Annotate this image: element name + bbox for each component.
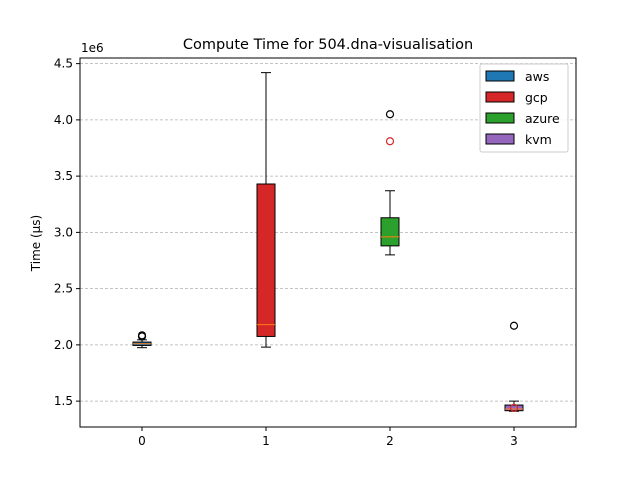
- boxes: [132, 72, 524, 412]
- legend-label-azure: azure: [525, 111, 560, 126]
- box-kvm: [504, 321, 524, 412]
- x-tick-label: 0: [138, 434, 146, 448]
- legend-swatch-aws: [485, 70, 515, 82]
- y-axis-multiplier: 1e6: [81, 41, 104, 55]
- outlier-point: [509, 321, 519, 330]
- legend-swatch-kvm: [485, 133, 515, 145]
- extra-outlier-point: [261, 191, 271, 200]
- box-body: [504, 404, 524, 412]
- chart-title: Compute Time for 504.dna-visualisation: [183, 37, 473, 53]
- legend-swatch-gcp: [485, 91, 515, 103]
- legend-swatch-azure: [485, 112, 515, 124]
- legend-label-gcp: gcp: [525, 90, 548, 105]
- outlier-point: [261, 282, 271, 291]
- legend-label-aws: aws: [525, 69, 549, 84]
- axes: 1.5 2.0 2.5 3.0 3.5 4.0 4.5 0 1 2 3: [54, 57, 577, 448]
- box-gcp: [256, 72, 276, 348]
- y-tick-label: 2.0: [54, 338, 73, 352]
- y-tick-label: 4.0: [54, 113, 73, 127]
- plot-frame: [79, 57, 577, 428]
- outlier-point: [137, 331, 147, 340]
- legend-box: [479, 63, 569, 153]
- legend: aws gcp azure kvm: [479, 63, 569, 153]
- x-tick-label: 3: [510, 434, 518, 448]
- box-body: [256, 183, 276, 337]
- y-tick-label: 1.5: [54, 394, 73, 408]
- x-tick-label: 2: [386, 434, 394, 448]
- grid-lines: [80, 63, 576, 402]
- y-tick-label: 3.5: [54, 169, 73, 183]
- outlier-point: [385, 110, 395, 119]
- box-body: [380, 217, 400, 247]
- y-tick-label: 2.5: [54, 282, 73, 296]
- extra-outlier-point: [385, 137, 395, 146]
- y-axis-label: Time (µs): [29, 215, 43, 272]
- y-tick-label: 4.5: [54, 57, 73, 71]
- extra-outlier-point: [509, 403, 519, 412]
- y-tick-label: 3.0: [54, 225, 73, 239]
- box-azure: [380, 110, 400, 256]
- x-tick-label: 1: [262, 434, 270, 448]
- box-aws: [132, 331, 152, 349]
- legend-label-kvm: kvm: [525, 132, 552, 147]
